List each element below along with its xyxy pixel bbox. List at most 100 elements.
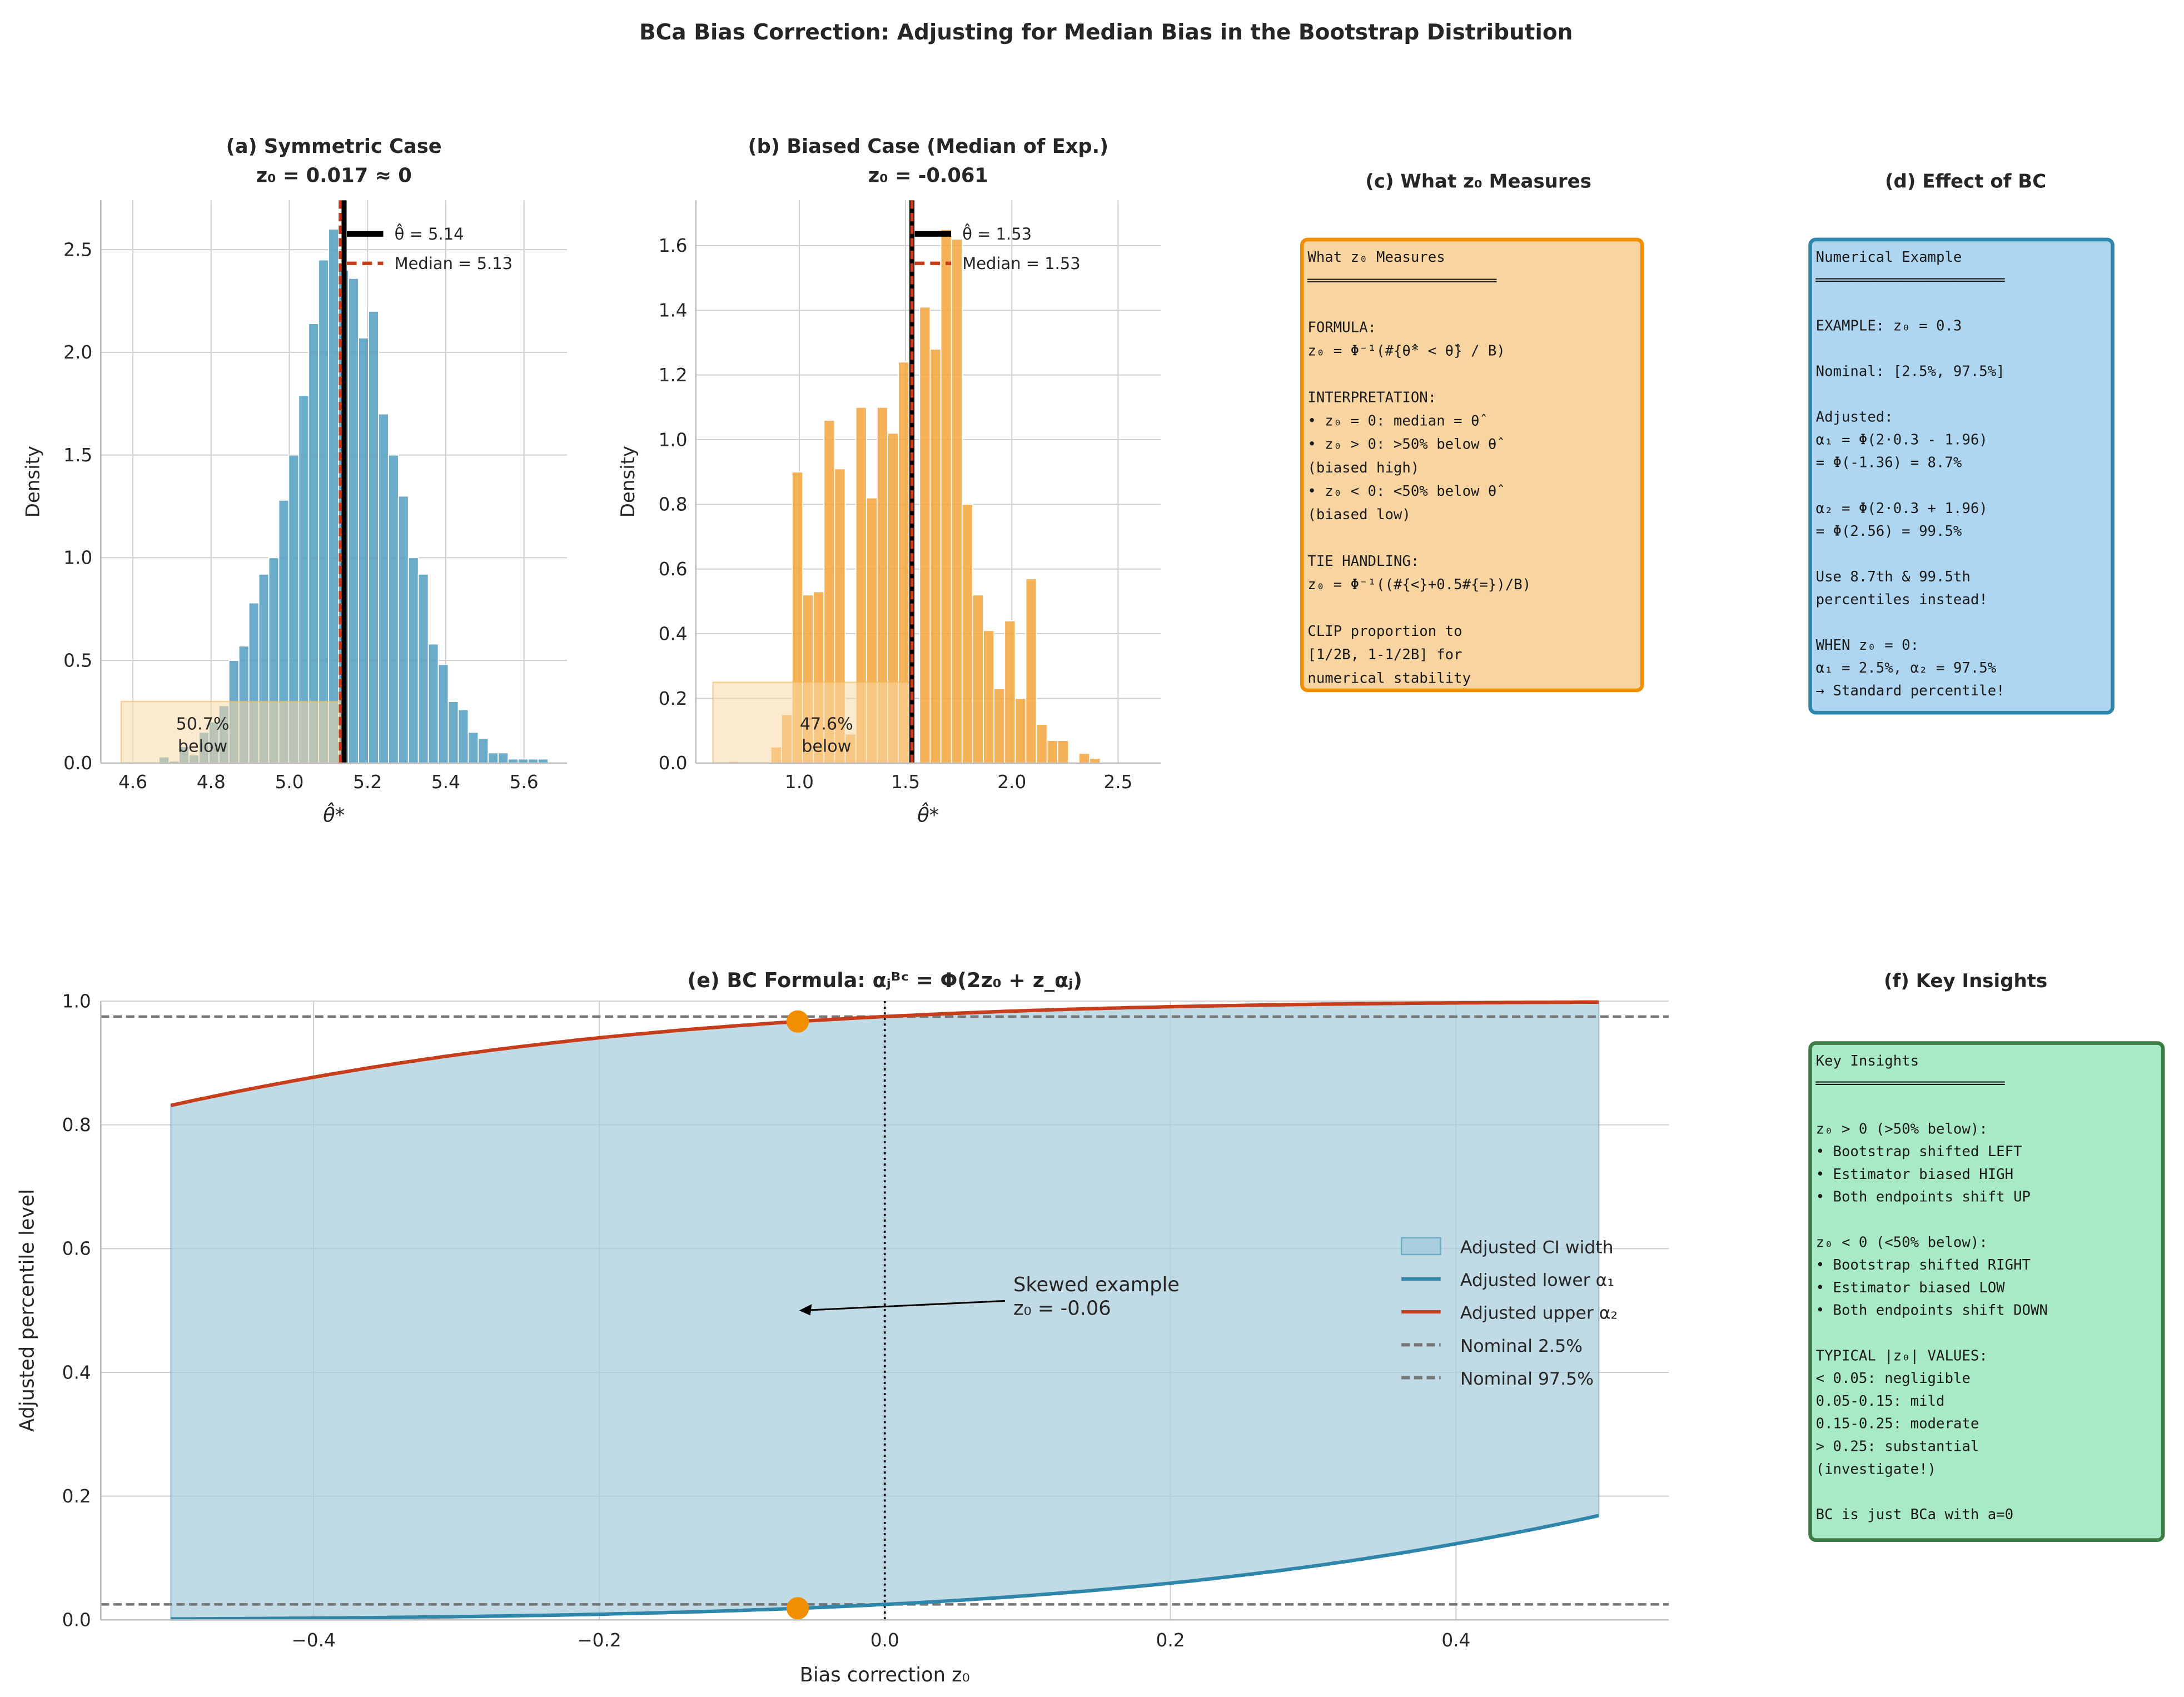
x-tick-label: −0.2 [577,1630,621,1651]
panel-subtitle: z₀ = -0.061 [868,165,988,187]
histogram-bar [328,228,340,764]
x-tick-label: 5.0 [275,772,304,793]
textbox-line: • Bootstrap shifted RIGHT [1816,1257,2031,1273]
histogram-bar [378,413,389,764]
panel-e-bc-formula-chart: −0.4 −0.2 0.0 0.2 0.4 0.0 0.2 0.4 0.6 0.8 1.0 Skewe… [16,968,1669,1686]
textbox-line: (biased low) [1307,506,1410,523]
panel-title: (b) Biased Case (Median of Exp.) [748,135,1109,158]
histogram-bar [308,323,320,764]
y-tick-label: 2.5 [63,239,92,260]
panel-b-biased-histogram: 1.0 1.5 2.0 2.5 0.0 0.2 0.4 0.6 0.8 1.0 1.2 1.4 1.6 4… [617,135,1161,827]
histogram-bar [1078,753,1091,764]
x-tick-label: 5.6 [510,772,539,793]
y-tick-label: 0.0 [63,753,92,774]
legend-swatch-fill [1400,1237,1441,1256]
x-tick-label: 0.2 [1156,1630,1185,1651]
histogram-bar [951,238,963,764]
histogram-bar [1057,740,1069,764]
histogram-bar [477,738,489,764]
textbox-line: TIE HANDLING: [1307,553,1419,570]
y-tick-label: 1.5 [63,445,92,466]
y-tick-label: 0.0 [659,753,688,774]
below-median-shade [712,681,913,764]
textbox-line: α₂ = Φ(2·0.3 + 1.96) [1816,500,1988,517]
percent-below-label: 47.6% [800,714,853,734]
histogram-bar [1089,758,1101,764]
y-tick-label: 1.4 [659,300,688,321]
x-tick-label: 5.2 [353,772,382,793]
panel-f-textbox [1808,1041,2165,1542]
annotation-text: Skewed example [1013,1273,1180,1296]
panel-f-text: Key Insights ══════════════════════ z₀ > 0… [1815,1053,2048,1523]
textbox-line: = Φ(2.56) = 99.5% [1816,523,1962,540]
y-tick-label: 1.2 [659,365,688,386]
y-tick-label: 0.0 [62,1610,91,1631]
histogram-bar [318,259,330,764]
textbox-line: 0.05-0.15: mild [1816,1393,1945,1410]
y-tick-label: 0.2 [62,1486,91,1507]
below-median-shade [120,700,341,764]
figure-title: BCa Bias Correction: Adjusting for Media… [639,20,1573,45]
textbox-line: • z₀ > 0: >50% below θ̂ [1307,436,1503,453]
histogram-bar [972,594,984,764]
histogram-bar [993,688,1006,764]
x-tick-label: 5.4 [431,772,460,793]
textbox-line: Nominal: [2.5%, 97.5%] [1816,363,2005,380]
x-tick-label: 1.5 [891,772,920,793]
y-tick-label: 0.5 [63,650,92,671]
textbox-line: (investigate!) [1816,1461,1936,1477]
textbox-line: Key Insights [1816,1053,1919,1069]
textbox-line: [1/2B, 1-1/2B] for [1307,646,1462,663]
y-axis-label: Adjusted percentile level [16,1189,38,1432]
y-tick-label: 2.0 [63,342,92,363]
textbox-line: < 0.05: negligible [1816,1370,1971,1387]
histogram-bar [417,574,429,764]
histogram-bar [983,630,995,764]
textbox-line: ══════════════════════ [1815,1076,2006,1092]
histogram-bar [427,643,439,764]
x-tick-label: 1.0 [785,772,814,793]
y-tick-label: 1.0 [62,991,91,1012]
legend-median-label: Median = 5.13 [395,254,513,273]
textbox-line: • Estimator biased HIGH [1816,1166,2013,1183]
x-tick-label: −0.4 [291,1630,336,1651]
histogram-bar [1036,724,1048,764]
histogram-bar [919,306,931,764]
panel-c-text: What z₀ Measures ══════════════════════ FO… [1307,249,1531,686]
panel-f-key-insights: (f) Key Insights Key Insights ═══════════… [1808,970,2165,1542]
legend-label: Nominal 2.5% [1460,1336,1583,1356]
histogram-bar [1004,620,1016,764]
textbox-line: > 0.25: substantial [1816,1439,1979,1455]
x-tick-label: 4.8 [197,772,226,793]
x-tick-label: 2.0 [997,772,1026,793]
x-axis-label: θ̂* [323,802,345,827]
x-tick-label: 2.5 [1103,772,1132,793]
legend-label: Adjusted lower α₁ [1460,1271,1614,1291]
y-tick-label: 0.2 [659,688,688,709]
y-tick-label: 0.6 [659,559,688,580]
textbox-line: INTERPRETATION: [1307,390,1436,406]
annotation-text: z₀ = -0.06 [1013,1297,1111,1320]
textbox-line: FORMULA: [1307,319,1376,336]
textbox-line: BC is just BCa with a=0 [1816,1506,2013,1523]
percent-below-label: below [802,737,851,757]
textbox-line: 0.15-0.25: moderate [1816,1416,1979,1432]
textbox-line: ══════════════════════ [1307,272,1497,289]
x-axis-label: Bias correction z₀ [800,1664,970,1686]
textbox-line: z₀ < 0 (<50% below): [1816,1234,1988,1251]
y-tick-label: 1.0 [659,429,688,450]
panel-c-textbox [1300,237,1644,693]
panel-d-effect-of-bc: (d) Effect of BC Numerical Example ══════… [1808,171,2115,715]
x-axis-label: θ̂* [917,802,939,827]
textbox-line: What z₀ Measures [1307,249,1445,266]
legend-theta-label: θ̂ = 1.53 [962,223,1032,243]
panel-c-title: (c) What z₀ Measures [1365,171,1591,193]
textbox-line: Use 8.7th & 99.5th [1816,569,1971,585]
histogram-bar [437,664,449,764]
upper-alpha-line [170,1000,1599,1107]
textbox-line: TYPICAL |z₀| VALUES: [1816,1347,1988,1364]
panel-e-title: (e) BC Formula: αⱼᴮᶜ = Φ(2z₀ + z_αⱼ) [688,968,1082,992]
legend-label: Nominal 97.5% [1460,1369,1594,1389]
histogram-bar [1046,740,1058,764]
histogram-bar [1014,698,1027,764]
